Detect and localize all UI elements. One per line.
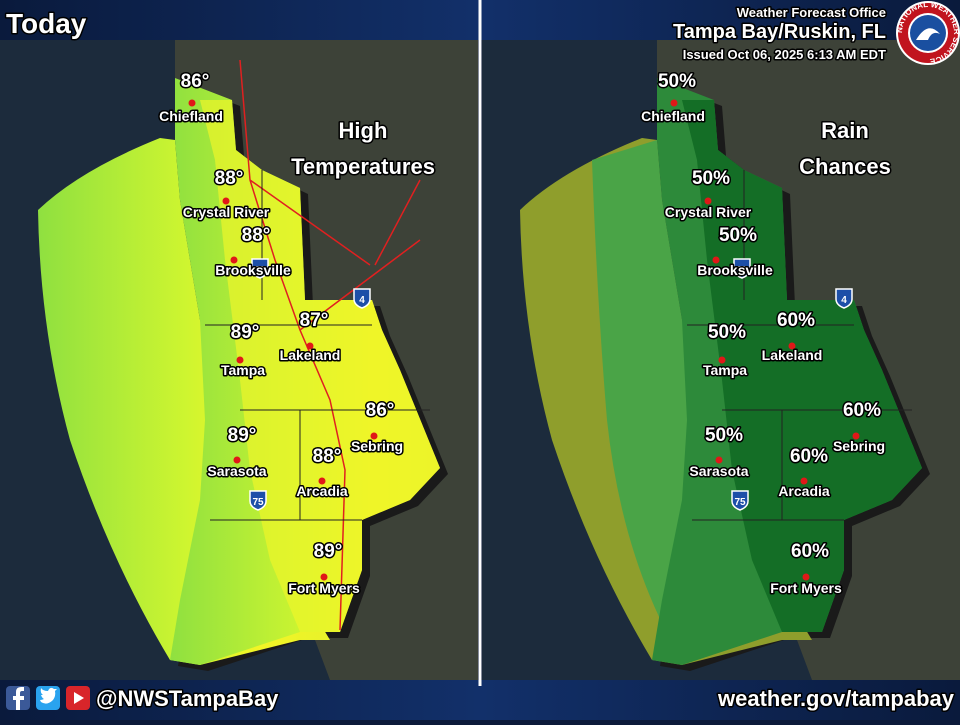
city-dot	[236, 356, 244, 364]
shield-label: 4	[359, 295, 365, 306]
city-name: Lakeland	[762, 347, 823, 363]
city-dot	[712, 256, 720, 264]
map-panel: Rain Chances 75 75 4 50% Chiefland 50% Crystal R…	[482, 40, 960, 680]
city-value: 86°	[366, 400, 395, 421]
interstate-shield	[835, 288, 853, 309]
shield-label: 75	[734, 497, 746, 508]
city-dot	[320, 573, 328, 581]
city-value: 60%	[777, 310, 815, 331]
city-value: 88°	[215, 168, 244, 189]
footer-url: weather.gov/tampabay	[717, 686, 955, 711]
panel-title: Chances	[799, 154, 891, 179]
city-name: Crystal River	[183, 204, 270, 220]
city-name: Brooksville	[697, 262, 773, 278]
roads	[239, 59, 421, 631]
panel-title: Temperatures	[291, 154, 435, 179]
header-title: Today	[6, 8, 87, 39]
issued: Issued Oct 06, 2025 6:13 AM EDT	[683, 47, 886, 62]
interstate-shield	[731, 490, 749, 511]
city-name: Arcadia	[778, 483, 830, 499]
city-value: 60%	[843, 400, 881, 421]
city-dot	[230, 256, 238, 264]
location: Tampa Bay/Ruskin, FL	[673, 21, 886, 43]
city-dot	[670, 99, 678, 107]
panel-title: High	[339, 118, 388, 143]
map-panel: High Temperatures 75 75 4 86° Chiefland 88° Crys…	[0, 40, 478, 680]
city-value: 89°	[228, 425, 257, 446]
city-dot	[233, 456, 241, 464]
city-value: 50%	[708, 322, 746, 343]
city-dot	[318, 477, 326, 485]
city-dot	[306, 342, 314, 350]
city-name: Arcadia	[296, 483, 348, 499]
interstate-shield	[733, 258, 751, 279]
city-value: 89°	[314, 541, 343, 562]
county-lines	[687, 170, 912, 521]
office: Weather Forecast Office	[737, 5, 886, 20]
city-value: 50%	[719, 225, 757, 246]
shield-label: 75	[254, 265, 266, 276]
city-value: 50%	[705, 425, 743, 446]
city-dot	[802, 573, 810, 581]
footer-handle: @NWSTampaBay	[96, 686, 279, 711]
city-dot	[800, 477, 808, 485]
city-value: 60%	[791, 541, 829, 562]
city-name: Sarasota	[689, 463, 748, 479]
city-name: Sarasota	[207, 463, 266, 479]
city-value: 88°	[313, 446, 342, 467]
city-name: Chiefland	[159, 108, 223, 124]
maps: High Temperatures 75 75 4 86° Chiefland 88° Crys…	[0, 40, 960, 680]
city-name: Tampa	[221, 362, 265, 378]
city-dot	[222, 197, 230, 205]
social-icons	[6, 686, 90, 710]
city-dot	[715, 456, 723, 464]
city-dot	[788, 342, 796, 350]
city-value: 87°	[300, 310, 329, 331]
city-name: Sebring	[351, 438, 403, 454]
city-name: Crystal River	[665, 204, 752, 220]
city-value: 60%	[790, 446, 828, 467]
panel-title: Rain	[821, 118, 869, 143]
city-dot	[704, 197, 712, 205]
city-dot	[718, 356, 726, 364]
shield-label: 4	[841, 295, 847, 306]
shield-label: 75	[736, 265, 748, 276]
city-value: 88°	[242, 225, 271, 246]
city-name: Fort Myers	[288, 580, 360, 596]
city-dot	[370, 432, 378, 440]
interstate-shield	[353, 288, 371, 309]
footer-bar	[0, 680, 960, 720]
city-value: 89°	[231, 322, 260, 343]
city-name: Brooksville	[215, 262, 291, 278]
city-value: 86°	[181, 71, 210, 92]
nws-logo: NATIONAL WEATHER SERVICE	[895, 0, 960, 66]
city-dot	[188, 99, 196, 107]
city-value: 50%	[692, 168, 730, 189]
city-name: Fort Myers	[770, 580, 842, 596]
interstate-shield	[251, 258, 269, 279]
city-name: Tampa	[703, 362, 747, 378]
city-dot	[852, 432, 860, 440]
shield-label: 75	[252, 497, 264, 508]
county-lines	[205, 170, 430, 521]
city-name: Chiefland	[641, 108, 705, 124]
interstate-shield	[249, 490, 267, 511]
city-name: Sebring	[833, 438, 885, 454]
city-value: 50%	[658, 71, 696, 92]
city-name: Lakeland	[280, 347, 341, 363]
